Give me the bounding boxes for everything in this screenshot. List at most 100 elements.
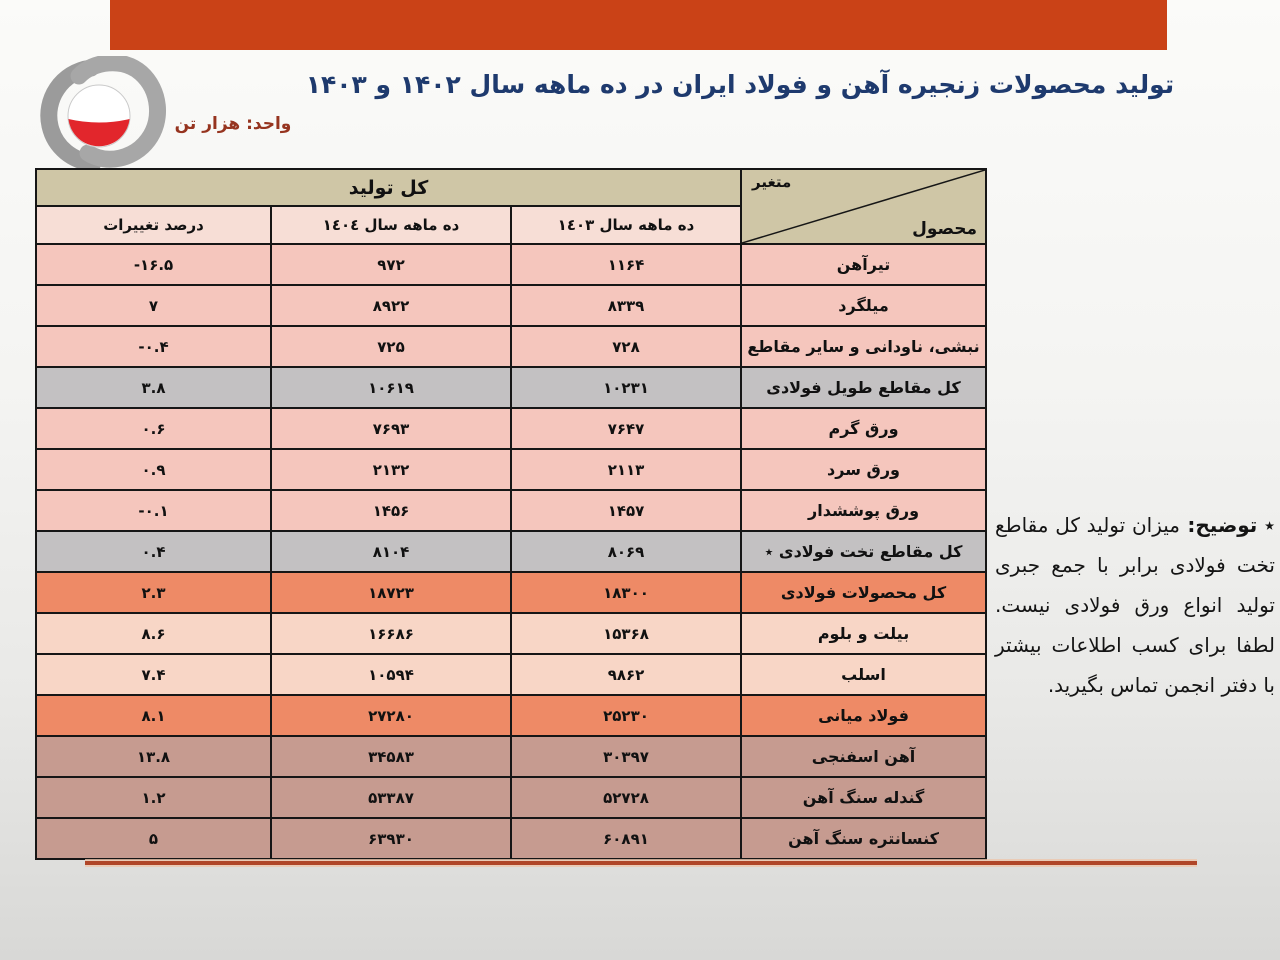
value-1404-cell: ۸۱۰۴ (270, 530, 513, 573)
product-name-cell: تیرآهن (740, 243, 988, 286)
corner-cell: متغیر محصول (740, 168, 988, 245)
change-percent-cell: ۰.۶ (34, 407, 273, 450)
table-row: کنسانتره سنگ آهن ۶۰۸۹۱ ۶۳۹۳۰ ۵ (34, 817, 988, 860)
value-1404-cell: ۱۰۶۱۹ (270, 366, 513, 409)
change-percent-cell: -۱۶.۵ (34, 243, 273, 286)
percent-value: ۳.۸ (141, 378, 166, 397)
change-percent-cell: ۳.۸ (34, 366, 273, 409)
product-name-cell: کل مقاطع طویل فولادی (740, 366, 988, 409)
percent-value: ۱.۲ (141, 788, 166, 807)
percent-value: ۰.۴ (141, 542, 166, 561)
value-1403-cell: ۱۱۶۴ (510, 243, 743, 286)
percent-value: ۲.۳ (141, 583, 166, 602)
footnote: ٭ توضیح: میزان تولید کل مقاطع تخت فولادی… (995, 505, 1275, 705)
change-percent-cell: ۱۳.۸ (34, 735, 273, 778)
table-row: اسلب ۹۸۶۲ ۱۰۵۹۴ ۷.۴ (34, 653, 988, 696)
product-name-cell: فولاد میانی (740, 694, 988, 737)
table-row: کل مقاطع تخت فولادی ٭ ۸۰۶۹ ۸۱۰۴ ۰.۴ (34, 530, 988, 573)
table-body: تیرآهن ۱۱۶۴ ۹۷۲ -۱۶.۵ میلگرد ۸۳۳۹ ۸۹۲۲ ۷ نبشی، ن… (34, 243, 988, 860)
corner-variable-label: متغیر (752, 173, 792, 191)
value-1404-cell: ۹۷۲ (270, 243, 513, 286)
change-percent-cell: -۰.۱ (34, 489, 273, 532)
table-row: فولاد میانی ۲۵۲۳۰ ۲۷۲۸۰ ۸.۱ (34, 694, 988, 737)
column-header-1404: ده ماهه سال ١٤٠٤ (270, 205, 513, 245)
percent-value: ۸.۱ (141, 706, 166, 725)
value-1404-cell: ۱۰۵۹۴ (270, 653, 513, 696)
column-header-1403: ده ماهه سال ١٤٠٣ (510, 205, 743, 245)
value-1404-cell: ۲۱۳۲ (270, 448, 513, 491)
product-name-cell: ورق پوششدار (740, 489, 988, 532)
product-name-cell: میلگرد (740, 284, 988, 327)
change-percent-cell: ۰.۹ (34, 448, 273, 491)
product-name-cell: ورق گرم (740, 407, 988, 450)
table-row: گندله سنگ آهن ۵۲۷۲۸ ۵۳۳۸۷ ۱.۲ (34, 776, 988, 819)
change-percent-cell: ۸.۱ (34, 694, 273, 737)
value-1404-cell: ۱۴۵۶ (270, 489, 513, 532)
percent-value: ۸.۶ (141, 624, 166, 643)
table-row: میلگرد ۸۳۳۹ ۸۹۲۲ ۷ (34, 284, 988, 327)
value-1403-cell: ۱۵۳۶۸ (510, 612, 743, 655)
product-name-cell: نبشی، ناودانی و سایر مقاطع (740, 325, 988, 368)
page-title: تولید محصولات زنجیره آهن و فولاد ایران د… (305, 70, 1175, 99)
value-1403-cell: ۷۶۴۷ (510, 407, 743, 450)
percent-value: ۷.۴ (141, 665, 166, 684)
table-row: ورق سرد ۲۱۱۳ ۲۱۳۲ ۰.۹ (34, 448, 988, 491)
value-1403-cell: ۸۳۳۹ (510, 284, 743, 327)
table-row: کل محصولات فولادی ۱۸۳۰۰ ۱۸۷۲۳ ۲.۳ (34, 571, 988, 614)
change-percent-cell: ۷.۴ (34, 653, 273, 696)
table-row: نبشی، ناودانی و سایر مقاطع ۷۲۸ ۷۲۵ -۰.۴ (34, 325, 988, 368)
percent-value: -۱۶.۵ (133, 255, 174, 274)
value-1403-cell: ۵۲۷۲۸ (510, 776, 743, 819)
change-percent-cell: ۵ (34, 817, 273, 860)
bottom-rule (85, 861, 1197, 865)
value-1403-cell: ۹۸۶۲ (510, 653, 743, 696)
value-1404-cell: ۸۹۲۲ (270, 284, 513, 327)
table-row: ورق گرم ۷۶۴۷ ۷۶۹۳ ۰.۶ (34, 407, 988, 450)
value-1403-cell: ۲۵۲۳۰ (510, 694, 743, 737)
value-1404-cell: ۵۳۳۸۷ (270, 776, 513, 819)
value-1404-cell: ۷۲۵ (270, 325, 513, 368)
change-percent-cell: -۰.۴ (34, 325, 273, 368)
change-percent-cell: ۰.۴ (34, 530, 273, 573)
group-header-row: متغیر محصول کل تولید (34, 168, 988, 245)
percent-value: ۵ (148, 829, 159, 848)
change-percent-cell: ۸.۶ (34, 612, 273, 655)
top-banner (110, 0, 1167, 50)
production-table: متغیر محصول کل تولید ده ماهه سال ١٤٠٣ ده… (34, 168, 988, 860)
table-row: آهن اسفنجی ۳۰۳۹۷ ۳۴۵۸۳ ۱۳.۸ (34, 735, 988, 778)
product-name-cell: ورق سرد (740, 448, 988, 491)
column-header-row: ده ماهه سال ١٤٠٣ ده ماهه سال ١٤٠٤ درصد ت… (34, 205, 986, 245)
table-row: بیلت و بلوم ۱۵۳۶۸ ۱۶۶۸۶ ۸.۶ (34, 612, 988, 655)
table-row: تیرآهن ۱۱۶۴ ۹۷۲ -۱۶.۵ (34, 243, 988, 286)
steel-association-logo-icon (33, 54, 169, 176)
percent-value: -۰.۴ (138, 337, 169, 356)
change-percent-cell: ۷ (34, 284, 273, 327)
value-1403-cell: ۱۴۵۷ (510, 489, 743, 532)
value-1403-cell: ۶۰۸۹۱ (510, 817, 743, 860)
change-percent-cell: ۱.۲ (34, 776, 273, 819)
value-1403-cell: ۱۰۲۳۱ (510, 366, 743, 409)
change-percent-cell: ۲.۳ (34, 571, 273, 614)
unit-label: واحد: هزار تن (174, 114, 292, 134)
product-name-cell: آهن اسفنجی (740, 735, 988, 778)
column-header-change: درصد تغییرات (34, 205, 273, 245)
corner-product-label: محصول (912, 219, 978, 239)
percent-value: ۰.۹ (141, 460, 166, 479)
value-1403-cell: ۷۲۸ (510, 325, 743, 368)
product-name-cell: کل محصولات فولادی (740, 571, 988, 614)
value-1404-cell: ۳۴۵۸۳ (270, 735, 513, 778)
percent-value: ۱۳.۸ (136, 747, 171, 766)
percent-value: ۷ (148, 296, 159, 315)
product-name-cell: اسلب (740, 653, 988, 696)
diagonal-divider (742, 170, 986, 243)
value-1404-cell: ۱۸۷۲۳ (270, 571, 513, 614)
value-1403-cell: ۱۸۳۰۰ (510, 571, 743, 614)
percent-value: ۰.۶ (141, 419, 166, 438)
table-header: متغیر محصول کل تولید ده ماهه سال ١٤٠٣ ده… (34, 168, 988, 245)
percent-value: -۰.۱ (138, 501, 169, 520)
footnote-text: میزان تولید کل مقاطع تخت فولادی برابر با… (995, 513, 1275, 697)
value-1403-cell: ۳۰۳۹۷ (510, 735, 743, 778)
product-name-cell: بیلت و بلوم (740, 612, 988, 655)
product-name-cell: گندله سنگ آهن (740, 776, 988, 819)
